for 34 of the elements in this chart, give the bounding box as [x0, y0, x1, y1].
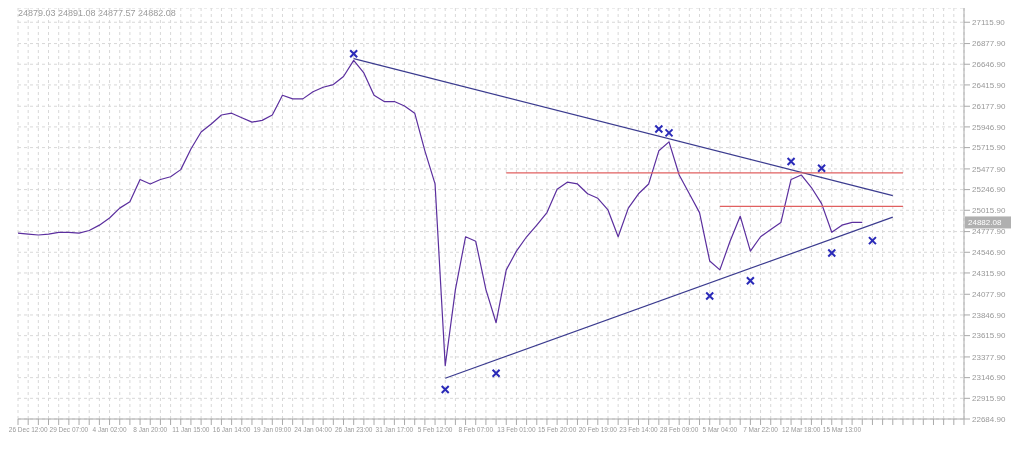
- y-tick-label: 22684.90: [972, 414, 1006, 424]
- text: 24882.08: [968, 218, 1002, 228]
- y-tick-label: 25246.90: [972, 185, 1006, 195]
- y-tick-label: 26877.90: [972, 39, 1006, 49]
- y-tick-label: 26177.90: [972, 102, 1006, 112]
- point: [654, 124, 664, 134]
- y-tick-label: 25715.90: [972, 143, 1006, 153]
- y-tick-label: 22915.90: [972, 394, 1006, 404]
- point: [491, 368, 501, 378]
- point: [705, 291, 715, 301]
- y-tick-label: 23377.90: [972, 352, 1006, 362]
- annotation: 24879.03 24891.08 24877.57 24882.08: [18, 8, 176, 18]
- point: [817, 163, 827, 173]
- y-tick-label: 24315.90: [972, 268, 1006, 278]
- line-series: [17, 59, 863, 367]
- y-tick-label: 24777.90: [972, 227, 1006, 237]
- y-tick-label: 24546.90: [972, 248, 1006, 258]
- y-tick-label: 26415.90: [972, 80, 1006, 90]
- point: [786, 156, 796, 166]
- y-tick-label: 25477.90: [972, 164, 1006, 174]
- point: [827, 248, 837, 258]
- point: [664, 128, 674, 138]
- point: [867, 236, 877, 246]
- y-tick-label: 26646.90: [972, 60, 1006, 70]
- y-tick-label: 24077.90: [972, 290, 1006, 300]
- point: [349, 49, 359, 59]
- point: [745, 276, 755, 286]
- point: [440, 384, 450, 394]
- y-tick-label: 23146.90: [972, 373, 1006, 383]
- y-tick-label: 23846.90: [972, 310, 1006, 320]
- y-tick-label: 25015.90: [972, 206, 1006, 216]
- y-tick-label: 23615.90: [972, 331, 1006, 341]
- y-tick-label: 25946.90: [972, 122, 1006, 132]
- y-tick-label: 27115.90: [972, 18, 1006, 28]
